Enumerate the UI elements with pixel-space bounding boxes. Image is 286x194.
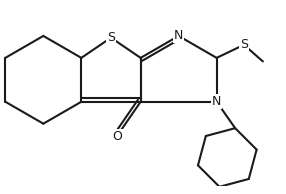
Text: O: O <box>112 130 122 143</box>
Text: N: N <box>212 95 221 108</box>
Text: S: S <box>240 38 248 51</box>
Text: S: S <box>107 31 115 44</box>
Text: N: N <box>174 29 183 42</box>
